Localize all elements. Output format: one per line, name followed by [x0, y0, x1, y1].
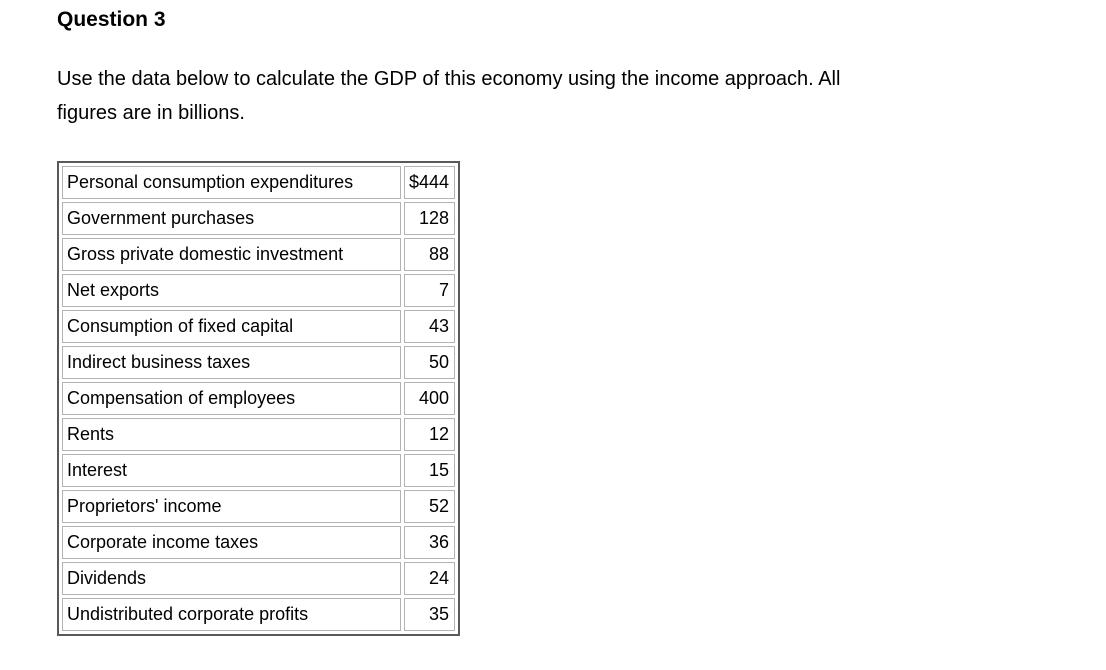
table-row: Dividends 24	[62, 562, 456, 595]
table-row: Proprietors' income 52	[62, 490, 456, 523]
table-row: Interest 15	[62, 454, 456, 487]
item-label: Corporate income taxes	[62, 526, 401, 559]
table-row: Rents 12	[62, 418, 456, 451]
item-value: 88	[404, 238, 456, 271]
item-label: Rents	[62, 418, 401, 451]
item-value: 24	[404, 562, 456, 595]
instructions-line-2: figures are in billions.	[57, 102, 245, 124]
table-row: Gross private domestic investment 88	[62, 238, 456, 271]
item-label: Personal consumption expenditures	[62, 166, 401, 199]
table-row: Consumption of fixed capital 43	[62, 310, 456, 343]
item-value: 50	[404, 346, 456, 379]
item-value: $444	[404, 166, 456, 199]
table-row: Undistributed corporate profits 35	[62, 598, 456, 631]
item-label: Consumption of fixed capital	[62, 310, 401, 343]
item-value: 400	[404, 382, 456, 415]
instructions-line-1: Use the data below to calculate the GDP …	[57, 68, 841, 90]
item-label: Gross private domestic investment	[62, 238, 401, 271]
gdp-data-table: Personal consumption expenditures $444 G…	[57, 161, 461, 636]
table-row: Compensation of employees 400	[62, 382, 456, 415]
item-value: 35	[404, 598, 456, 631]
item-value: 43	[404, 310, 456, 343]
table-row: Net exports 7	[62, 274, 456, 307]
item-label: Indirect business taxes	[62, 346, 401, 379]
item-label: Compensation of employees	[62, 382, 401, 415]
item-value: 7	[404, 274, 456, 307]
table-row: Corporate income taxes 36	[62, 526, 456, 559]
table-row: Government purchases 128	[62, 202, 456, 235]
table-row: Indirect business taxes 50	[62, 346, 456, 379]
item-label: Undistributed corporate profits	[62, 598, 401, 631]
table-row: Personal consumption expenditures $444	[62, 166, 456, 199]
item-label: Government purchases	[62, 202, 401, 235]
question-title: Question 3	[57, 8, 166, 31]
item-value: 12	[404, 418, 456, 451]
item-label: Proprietors' income	[62, 490, 401, 523]
item-label: Dividends	[62, 562, 401, 595]
item-label: Net exports	[62, 274, 401, 307]
item-value: 128	[404, 202, 456, 235]
item-value: 36	[404, 526, 456, 559]
item-label: Interest	[62, 454, 401, 487]
document-page: Question 3 Use the data below to calcula…	[57, 8, 1066, 636]
question-instructions: Use the data below to calculate the GDP …	[57, 62, 1066, 130]
item-value: 15	[404, 454, 456, 487]
item-value: 52	[404, 490, 456, 523]
